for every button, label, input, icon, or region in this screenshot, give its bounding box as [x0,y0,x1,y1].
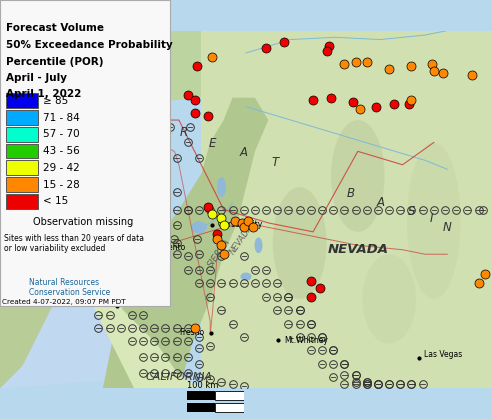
Text: NRCS: NRCS [6,286,21,290]
Text: 29 - 42: 29 - 42 [43,163,80,173]
Text: A: A [240,146,248,159]
Text: 50% Exceedance Probability: 50% Exceedance Probability [6,40,173,50]
Polygon shape [201,31,492,388]
Polygon shape [0,75,112,388]
Text: E: E [209,137,216,150]
Text: NEVADA: NEVADA [228,223,255,256]
Bar [215,391,244,400]
Text: CALIFORNIA: CALIFORNIA [146,372,213,382]
Ellipse shape [407,142,461,299]
Text: Observation missing: Observation missing [33,217,133,228]
Text: I: I [430,212,433,225]
Text: Conservation Service: Conservation Service [29,288,110,297]
Text: 71 - 84: 71 - 84 [43,113,80,122]
Text: Natural Resources: Natural Resources [29,278,99,287]
Ellipse shape [254,238,263,253]
Ellipse shape [191,221,207,234]
Ellipse shape [362,254,416,344]
Bar [187,391,215,400]
Polygon shape [0,31,179,388]
Text: T: T [272,156,278,169]
Text: R: R [179,126,187,139]
Text: ≥ 85: ≥ 85 [43,96,68,106]
Ellipse shape [217,177,226,197]
Bar [187,403,215,411]
Text: Created 4-07-2022, 09:07 PM PDT: Created 4-07-2022, 09:07 PM PDT [2,299,126,305]
Text: San Jose: San Jose [122,298,154,307]
Text: SIERRA: SIERRA [206,238,232,270]
Text: 15 - 28: 15 - 28 [43,180,80,189]
Text: < 15: < 15 [43,197,68,206]
Text: N: N [443,221,452,234]
Ellipse shape [331,120,385,232]
Text: Carson City: Carson City [218,220,263,229]
Text: G: G [148,114,156,127]
Text: Sacramento: Sacramento [140,243,186,251]
Text: Forecast Volume: Forecast Volume [6,23,104,33]
Text: Mt.Whitney: Mt.Whitney [284,336,328,344]
Polygon shape [90,187,201,388]
Text: 43 - 56: 43 - 56 [43,146,80,156]
Text: A: A [376,196,384,210]
Text: San Francisco: San Francisco [99,279,152,288]
Text: April 1, 2022: April 1, 2022 [6,89,81,99]
Text: 100 mi: 100 mi [187,393,216,402]
Text: NEVADA: NEVADA [327,243,388,256]
Text: 100 km: 100 km [187,381,218,391]
Text: April - July: April - July [6,73,67,83]
Ellipse shape [241,273,251,281]
Text: Fresno: Fresno [179,328,204,337]
Bar [215,403,244,411]
Polygon shape [103,98,268,388]
Text: Percentile (POR): Percentile (POR) [6,57,103,67]
Text: B: B [347,187,355,200]
Ellipse shape [273,187,327,299]
Text: S: S [408,205,415,218]
Text: Sites with less than 20 years of data
or low variability excluded: Sites with less than 20 years of data or… [4,234,144,253]
Polygon shape [0,31,492,106]
Text: 57 - 70: 57 - 70 [43,129,79,139]
PathPatch shape [8,277,19,297]
Text: Las Vegas: Las Vegas [424,350,462,360]
